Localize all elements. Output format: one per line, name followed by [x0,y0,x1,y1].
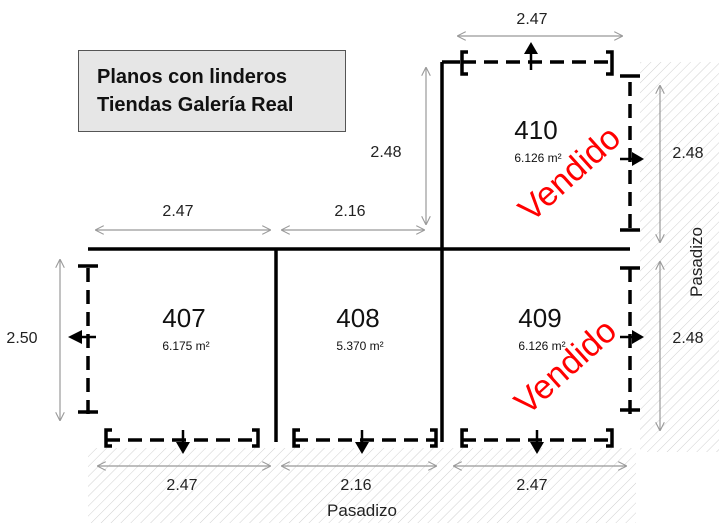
dim-408-top: 2.16 [334,203,365,220]
exit-arrow-407-left [68,330,96,344]
corridor-right-hatch [640,62,719,452]
exit-arrow-409-bottom [530,430,544,454]
unit-407-number: 407 [162,303,205,333]
unit-410-number: 410 [514,115,557,145]
exit-arrow-408-bottom [355,430,369,454]
unit-409-number: 409 [518,303,561,333]
unit-410-area: 6.126 m² [514,151,561,165]
title-line-2: Tiendas Galería Real [97,94,294,116]
dim-407-bottom: 2.47 [166,477,197,494]
dim-409-right: 2.48 [672,330,703,347]
dim-410-top: 2.47 [516,11,547,28]
boundary-brackets [78,50,640,448]
dim-409-bottom: 2.47 [516,477,547,494]
unit-408-area: 5.370 m² [336,339,383,353]
exit-arrows [68,42,644,454]
exit-arrow-409-right [620,330,644,344]
exit-arrow-407-bottom [176,430,190,454]
corridor-bottom-hatch [88,448,636,523]
dim-410-left: 2.48 [370,144,401,161]
corridor-label-right: Pasadizo [687,227,706,297]
corridor-label-bottom: Pasadizo [327,501,397,520]
unit-409-area: 6.126 m² [518,339,565,353]
dim-407-left: 2.50 [6,330,37,347]
title-line-1: Planos con linderos [97,66,288,88]
unit-407-area: 6.175 m² [162,339,209,353]
walls [88,60,630,442]
dimension-lines [60,36,660,466]
dim-410-right: 2.48 [672,145,703,162]
exit-arrow-410-top [524,42,538,70]
unit-408-number: 408 [336,303,379,333]
dim-408-bottom: 2.16 [340,477,371,494]
title-box: Planos con linderos Tiendas Galería Real [78,50,346,132]
exit-arrow-410-right [620,152,644,166]
dim-407-top: 2.47 [162,203,193,220]
